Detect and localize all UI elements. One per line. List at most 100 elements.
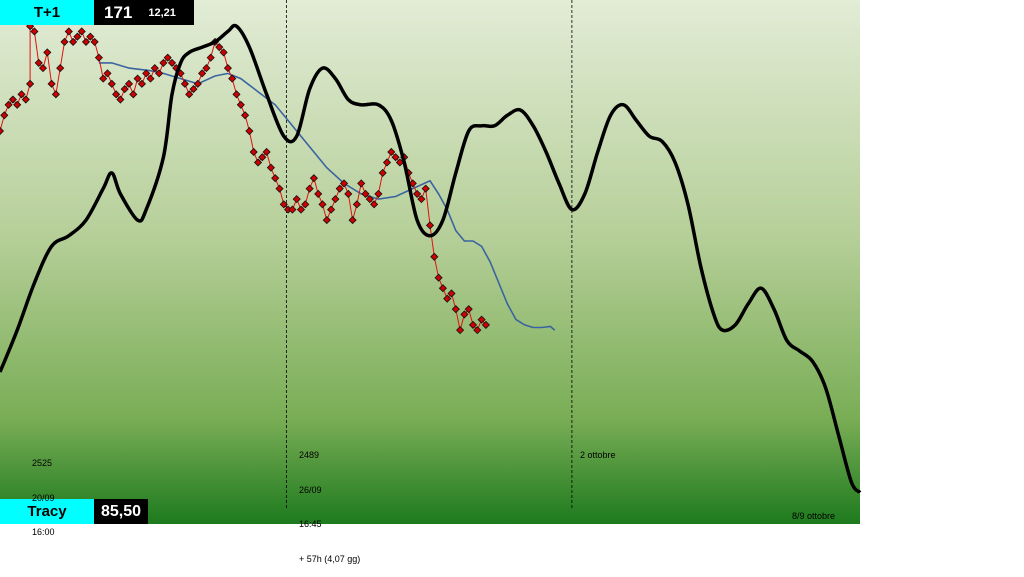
price-point — [56, 64, 65, 73]
price-point — [198, 69, 207, 78]
price-point — [180, 79, 189, 88]
annotation-mid: 2489 26/09 16:45 + 57h (4,07 gg) — [299, 427, 360, 577]
price-point — [473, 326, 482, 335]
price-point — [137, 79, 146, 88]
price-point — [370, 200, 379, 209]
price-point — [64, 27, 73, 36]
price-point — [322, 216, 331, 225]
price-point — [421, 184, 430, 193]
annotation-line: + 57h (4,07 gg) — [299, 553, 361, 564]
price-point — [17, 90, 26, 99]
price-point — [266, 163, 275, 172]
price-point — [344, 189, 353, 198]
price-point — [47, 79, 56, 88]
price-point — [365, 195, 374, 204]
price-point — [189, 85, 198, 94]
price-point — [296, 205, 306, 214]
footer-value: 85,50 — [94, 499, 148, 524]
annotation-start: 2525 20/09 16:00 — [32, 435, 55, 550]
price-point — [73, 32, 82, 41]
price-point — [51, 90, 60, 99]
price-point — [133, 74, 142, 83]
price-point — [408, 179, 417, 188]
header-subvalue: 12,21 — [148, 6, 176, 19]
price-point — [60, 37, 69, 46]
price-point — [202, 64, 211, 73]
price-point — [447, 289, 456, 298]
price-point — [318, 200, 327, 209]
price-point — [223, 64, 232, 73]
price-point — [90, 37, 99, 46]
price-point — [438, 284, 447, 293]
header-value-box: 171 12,21 — [94, 0, 194, 25]
price-point — [43, 48, 52, 57]
price-point — [215, 43, 224, 52]
price-point — [387, 147, 396, 157]
price-point — [288, 205, 297, 214]
price-point — [430, 252, 439, 261]
price-point — [374, 189, 383, 198]
price-point — [38, 64, 48, 73]
annotation-line: 2525 — [32, 458, 53, 468]
price-point — [361, 189, 370, 198]
price-point — [481, 320, 490, 329]
price-point — [107, 79, 116, 88]
price-point — [292, 195, 301, 204]
header-value: 171 — [104, 2, 133, 22]
price-point — [249, 147, 258, 157]
price-point — [146, 74, 155, 83]
price-point — [232, 90, 241, 99]
annotation-line: 8/9 ottobre — [792, 511, 836, 521]
price-point — [305, 184, 314, 193]
price-point — [13, 100, 22, 109]
plot-area — [0, 0, 860, 524]
annotation-line: 26/09 — [299, 484, 322, 495]
price-point — [34, 58, 43, 67]
price-point — [275, 184, 284, 193]
price-point — [413, 189, 422, 198]
price-point — [309, 174, 318, 183]
annotation-line: 20/09 — [32, 492, 55, 503]
price-point — [378, 168, 387, 177]
price-point — [206, 53, 215, 62]
price-point — [391, 153, 400, 162]
price-point — [21, 95, 30, 104]
price-point — [167, 58, 177, 67]
annotation-line: 2489 — [299, 450, 320, 460]
forecast-line — [0, 23, 862, 494]
price-point — [301, 200, 310, 209]
price-point — [142, 69, 151, 78]
price-point — [163, 53, 172, 62]
price-point — [352, 200, 361, 209]
price-point — [236, 100, 245, 109]
price-point — [8, 95, 17, 104]
price-point — [219, 48, 228, 57]
price-point — [86, 32, 95, 41]
price-point — [477, 315, 486, 324]
price-point — [253, 158, 263, 167]
price-point — [451, 305, 460, 314]
price-point — [460, 310, 469, 319]
price-point — [443, 294, 452, 303]
price-point — [468, 320, 478, 329]
price-point — [193, 79, 202, 88]
price-point — [26, 79, 35, 88]
price-point — [434, 273, 443, 282]
price-point — [382, 158, 392, 167]
price-point — [0, 111, 9, 120]
price-point — [331, 195, 340, 204]
price-point — [124, 79, 134, 88]
price-point — [159, 58, 168, 67]
price-point — [155, 69, 164, 78]
header-label: T+1 — [0, 0, 94, 25]
price-point — [262, 147, 271, 157]
price-point — [99, 74, 108, 83]
annotation-line: 16:00 — [32, 527, 55, 537]
price-point — [120, 85, 129, 94]
price-point — [69, 37, 78, 46]
price-point — [279, 200, 288, 209]
annotation-oct2: 2 ottobre — [580, 427, 616, 473]
annotation-oct8: 8/9 ottobre — [792, 488, 835, 534]
price-point — [81, 37, 91, 46]
